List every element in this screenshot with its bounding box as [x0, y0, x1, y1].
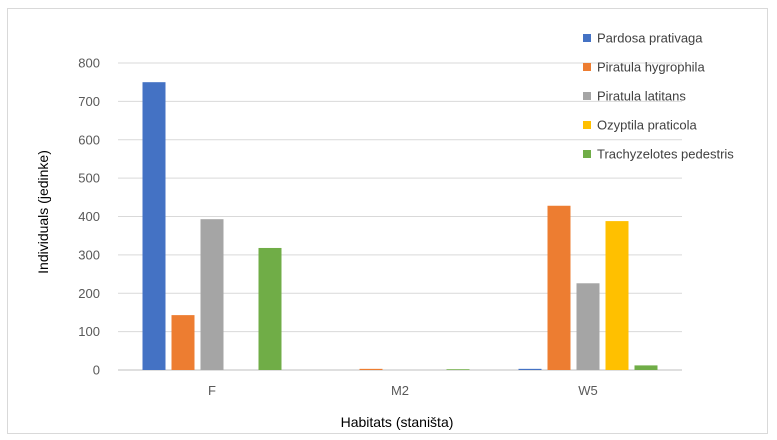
chart-frame [7, 8, 768, 434]
legend-swatch [583, 150, 591, 158]
y-tick-label: 0 [93, 363, 100, 378]
legend-swatch [583, 63, 591, 71]
y-tick-label: 100 [78, 324, 100, 339]
x-axis-title: Habitats (staništa) [341, 414, 454, 430]
bar [446, 369, 470, 370]
bar [518, 368, 542, 370]
bar [171, 315, 195, 370]
x-tick-label: F [208, 383, 216, 398]
legend-swatch [583, 34, 591, 42]
x-tick-label: M2 [391, 383, 409, 398]
y-tick-label: 800 [78, 56, 100, 71]
legend-swatch [583, 121, 591, 129]
y-tick-label: 300 [78, 247, 100, 262]
bar [359, 368, 383, 370]
x-tick-label: W5 [578, 383, 598, 398]
y-axis-ticks: 0 100 200 300 400 500 600 700 800 [78, 56, 100, 378]
bar [634, 365, 658, 370]
legend-label: Piratula hygrophila [597, 60, 705, 75]
bar [576, 283, 600, 370]
bar [142, 82, 166, 370]
bar [200, 219, 224, 370]
legend-label: Pardosa prativaga [597, 31, 703, 46]
y-tick-label: 400 [78, 209, 100, 224]
y-tick-label: 200 [78, 286, 100, 301]
y-axis-title: Individuals (jedinke) [35, 150, 51, 274]
legend-swatch [583, 92, 591, 100]
bar [605, 221, 629, 370]
bar [258, 247, 282, 370]
y-tick-label: 500 [78, 171, 100, 186]
legend-label: Piratula latitans [597, 89, 686, 104]
legend: Pardosa prativaga Piratula hygrophila Pira… [583, 31, 734, 162]
y-tick-label: 700 [78, 94, 100, 109]
bar [547, 205, 571, 370]
x-axis-ticks: F M2 W5 [208, 383, 598, 398]
legend-label: Ozyptila praticola [597, 118, 697, 133]
legend-label: Trachyzelotes pedestris [597, 147, 734, 162]
bars [142, 82, 658, 370]
y-tick-label: 600 [78, 132, 100, 147]
